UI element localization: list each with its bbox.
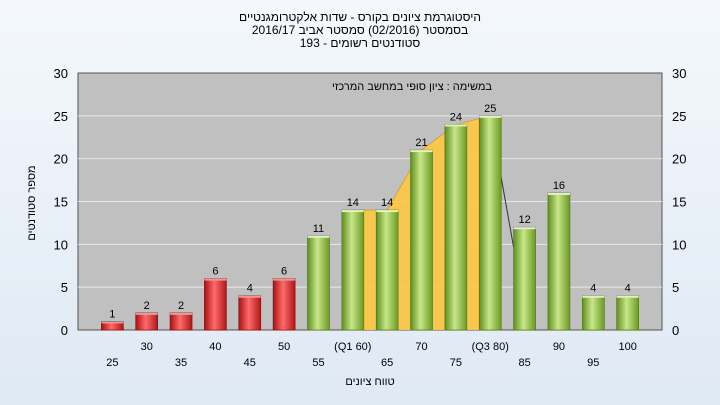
chart-subtitle: בסמסטר (02/2016) סמסטר אביב 2016/17 [252, 23, 468, 37]
bar-1 [135, 312, 159, 331]
bar-12 [513, 226, 536, 331]
value-label-7: 14 [347, 197, 359, 209]
bar-15 [616, 295, 639, 331]
bar-cap-7 [341, 210, 364, 213]
chart-title: היסטוגרמת ציונים בקורס - שדות אלקטרומגנט… [239, 10, 481, 24]
x-tick-5: 50 [278, 341, 290, 353]
value-label-12: 12 [518, 214, 530, 226]
bar-3 [204, 278, 227, 331]
bar-cap-13 [547, 192, 570, 195]
chart-annotation: במשימה : ציון סופי במחשב המרכזי [332, 81, 492, 93]
value-label-5: 6 [281, 266, 287, 278]
x-tick-11: (Q3 80) [472, 341, 509, 353]
x-ticks: 25 30 35 40 45 50 55 (Q1 60) 65 70 75 (Q3 80) 85 90 95… [106, 341, 637, 369]
bar-cap-9 [410, 150, 433, 153]
bar-cap-0 [101, 321, 124, 324]
bar-cap-4 [238, 295, 261, 298]
bar-cap-11 [479, 115, 502, 118]
value-label-6: 11 [313, 223, 324, 235]
x-tick-4: 45 [244, 357, 256, 369]
y-tick-left-5: 5 [61, 280, 68, 295]
bars [101, 115, 639, 331]
y-tick-left-30: 30 [54, 66, 68, 81]
x-axis-label: טווח ציונים [345, 376, 394, 388]
bar-10 [444, 124, 468, 331]
bar-4 [238, 295, 262, 331]
bar-cap-3 [204, 278, 227, 281]
y-tick-right-20: 20 [672, 152, 686, 167]
bar-11 [478, 115, 502, 331]
bar-5 [272, 278, 296, 331]
x-tick-0: 25 [106, 357, 118, 369]
y-tick-left-25: 25 [54, 109, 68, 124]
y-tick-right-10: 10 [672, 237, 686, 252]
bar-cap-5 [273, 278, 296, 281]
value-label-10: 24 [450, 111, 462, 123]
y-tick-right-15: 15 [672, 195, 686, 210]
bar-13 [547, 192, 571, 331]
bar-7 [341, 209, 365, 331]
x-tick-15: 100 [618, 341, 636, 353]
y-tick-left-15: 15 [54, 195, 68, 210]
bar-2 [169, 312, 193, 331]
x-tick-10: 75 [450, 357, 462, 369]
value-label-14: 4 [590, 283, 596, 295]
y-axis-label: מספר סטודנטים [26, 165, 38, 240]
x-tick-6: 55 [312, 357, 324, 369]
y-tick-left-0: 0 [61, 323, 68, 338]
x-tick-7: (Q1 60) [334, 341, 371, 353]
value-label-1: 2 [144, 300, 150, 312]
value-label-2: 2 [178, 300, 184, 312]
bar-cap-15 [616, 295, 639, 298]
x-tick-3: 40 [209, 341, 221, 353]
x-tick-2: 35 [175, 357, 187, 369]
bar-8 [375, 209, 399, 331]
x-tick-1: 30 [141, 341, 153, 353]
bar-cap-12 [513, 227, 536, 230]
y-tick-right-30: 30 [672, 66, 686, 81]
value-label-13: 16 [553, 180, 565, 192]
bar-14 [581, 295, 605, 331]
bar-cap-8 [376, 210, 399, 213]
bar-cap-1 [135, 312, 158, 315]
bar-cap-14 [582, 295, 605, 298]
bar-cap-6 [307, 235, 330, 238]
x-tick-12: 85 [518, 357, 530, 369]
y-tick-right-25: 25 [672, 109, 686, 124]
y-tick-right-5: 5 [672, 280, 679, 295]
chart-registered-count: 193 - סטודנטים רשומים [300, 36, 421, 50]
value-label-11: 25 [484, 103, 496, 115]
bar-9 [410, 149, 433, 331]
bar-cap-2 [170, 312, 193, 315]
value-label-15: 4 [625, 283, 631, 295]
bar-cap-10 [444, 124, 467, 127]
value-label-9: 21 [415, 137, 427, 149]
x-tick-13: 90 [553, 341, 565, 353]
value-label-0: 1 [109, 308, 115, 320]
bar-6 [307, 235, 330, 331]
value-label-3: 6 [212, 266, 218, 278]
y-tick-left-10: 10 [54, 237, 68, 252]
y-tick-left-20: 20 [54, 152, 68, 167]
y-tick-right-0: 0 [672, 323, 679, 338]
x-tick-14: 95 [587, 357, 599, 369]
x-tick-8: 65 [381, 357, 393, 369]
x-tick-9: 70 [415, 341, 427, 353]
value-label-4: 4 [247, 283, 253, 295]
value-label-8: 14 [381, 197, 393, 209]
y-ticks: 0 0 5 5 10 10 15 15 20 20 25 25 30 30 [54, 66, 687, 338]
